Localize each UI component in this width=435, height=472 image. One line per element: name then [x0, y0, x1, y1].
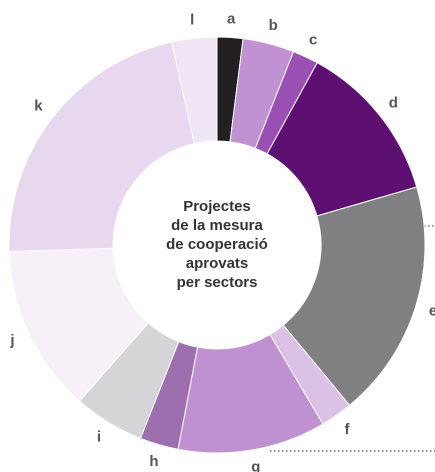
donut-segment: [282, 186, 426, 406]
segment-label: e: [429, 302, 435, 319]
segment-label: k: [34, 97, 43, 114]
segment-label: j: [9, 332, 14, 349]
segment-label: l: [190, 11, 194, 28]
chart-title: aprovats: [186, 255, 249, 272]
segment-label: h: [149, 453, 158, 470]
segment-label: g: [251, 459, 260, 472]
chart-title: Projectes: [183, 198, 251, 215]
segment-label: i: [97, 429, 101, 446]
donut-segment: [171, 36, 218, 145]
chart-title: de la mesura: [171, 217, 263, 234]
segment-label: f: [344, 421, 350, 438]
segment-label: b: [269, 17, 278, 34]
donut-segment: [8, 41, 195, 253]
chart-title: de cooperació: [166, 236, 268, 253]
segment-label: c: [309, 31, 317, 48]
donut-segment: [8, 247, 149, 402]
segment-label: d: [389, 95, 398, 112]
chart-title: per sectors: [177, 274, 258, 291]
segment-label: a: [227, 10, 236, 27]
